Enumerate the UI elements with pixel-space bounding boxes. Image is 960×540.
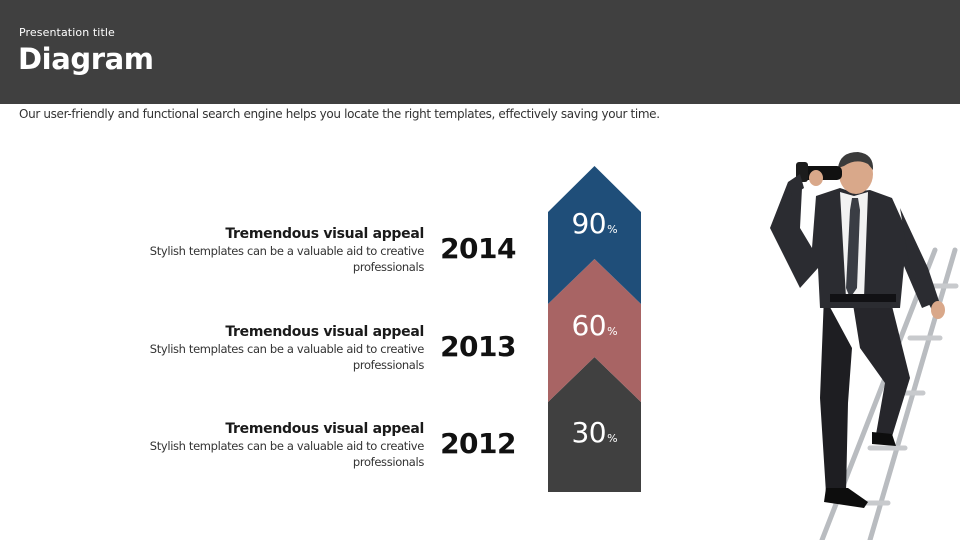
- row-heading: Tremendous visual appeal: [225, 324, 424, 340]
- percent-value: 60: [571, 309, 607, 342]
- row-text: Tremendous visual appeal Stylish templat…: [124, 324, 425, 373]
- row-heading: Tremendous visual appeal: [225, 226, 424, 242]
- percent-unit: %: [607, 432, 618, 445]
- businessman-with-binoculars-on-ladder-icon: [760, 148, 960, 540]
- slide-title: Diagram: [18, 42, 154, 76]
- row-description: Stylish templates can be a valuable aid …: [149, 342, 425, 372]
- row-description: Stylish templates can be a valuable aid …: [149, 244, 425, 274]
- arrow-segment-2013: [548, 259, 641, 402]
- header-bar: Presentation title Diagram: [0, 0, 960, 104]
- row-heading: Tremendous visual appeal: [225, 421, 424, 437]
- timeline-row-2014: Tremendous visual appeal Stylish templat…: [100, 226, 520, 296]
- percent-value: 30: [571, 416, 607, 449]
- percent-value: 90: [571, 207, 607, 240]
- arrow-segment-2012: [548, 357, 641, 492]
- arrow-segment-2014: [548, 166, 641, 304]
- timeline-row-2013: Tremendous visual appeal Stylish templat…: [100, 324, 520, 394]
- arrow-stack: [548, 166, 641, 492]
- row-text: Tremendous visual appeal Stylish templat…: [124, 421, 425, 470]
- percent-label-2012: 30%: [548, 416, 641, 449]
- percent-label-2014: 90%: [548, 207, 641, 240]
- row-year: 2014: [440, 232, 516, 265]
- percent-unit: %: [607, 223, 618, 236]
- row-year: 2013: [440, 330, 516, 363]
- intro-text: Our user-friendly and functional search …: [19, 107, 660, 121]
- row-description: Stylish templates can be a valuable aid …: [149, 439, 425, 469]
- percent-unit: %: [607, 325, 618, 338]
- timeline-row-2012: Tremendous visual appeal Stylish templat…: [100, 421, 520, 491]
- presentation-subtitle: Presentation title: [19, 26, 115, 39]
- percent-label-2013: 60%: [548, 309, 641, 342]
- row-year: 2012: [440, 427, 516, 460]
- row-text: Tremendous visual appeal Stylish templat…: [124, 226, 425, 275]
